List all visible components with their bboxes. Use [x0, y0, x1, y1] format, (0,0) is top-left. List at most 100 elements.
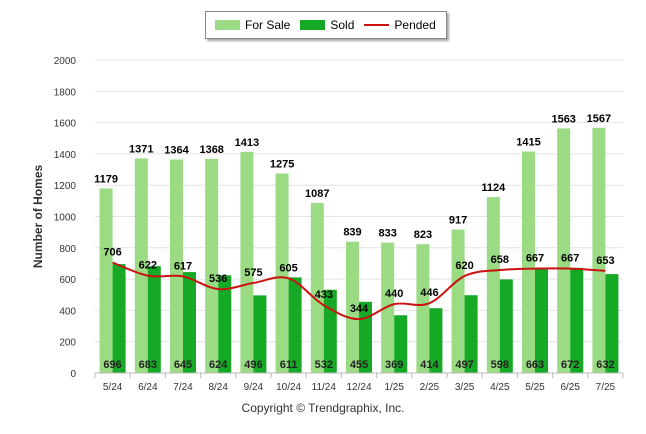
sold-bar[interactable]	[499, 279, 513, 373]
for-sale-bar[interactable]	[134, 158, 148, 373]
y-tick-label: 2000	[54, 56, 77, 67]
label-layer: 1179 696 1371 683 1364 645 1368 624 1413 496 1275 6…	[94, 113, 614, 371]
sold-bar[interactable]	[570, 267, 584, 373]
pended-value-label: 605	[279, 262, 297, 274]
pended-value-label: 620	[455, 260, 473, 272]
for-sale-value-label: 1179	[94, 173, 118, 185]
y-tick-label: 1600	[54, 119, 77, 130]
sold-bar[interactable]	[464, 295, 478, 373]
for-sale-bar[interactable]	[557, 128, 571, 373]
for-sale-value-label: 823	[414, 229, 432, 241]
sold-bar[interactable]	[112, 264, 126, 373]
x-tick-label: 7/24	[173, 382, 193, 393]
for-sale-value-label: 1415	[516, 137, 540, 149]
sold-bar[interactable]	[288, 277, 302, 373]
for-sale-bar[interactable]	[416, 244, 430, 373]
for-sale-bar[interactable]	[522, 151, 535, 373]
for-sale-value-label: 1563	[551, 113, 575, 125]
x-tick-label: 6/24	[138, 382, 158, 393]
for-sale-bar[interactable]	[205, 158, 219, 373]
pended-value-label: 575	[244, 267, 262, 279]
sold-bar[interactable]	[605, 274, 619, 373]
y-tick-label: 800	[59, 244, 76, 255]
for-sale-value-label: 1364	[164, 145, 189, 157]
sold-bar[interactable]	[147, 266, 161, 373]
pended-value-label: 667	[561, 253, 579, 265]
pended-value-label: 433	[315, 289, 333, 301]
pended-value-label: 446	[420, 287, 438, 299]
sold-bar[interactable]	[183, 272, 196, 373]
x-tick-label: 1/25	[384, 382, 404, 393]
pended-value-label: 658	[491, 254, 509, 266]
y-tick-label: 1400	[54, 150, 77, 161]
pended-value-label: 622	[139, 260, 157, 272]
for-sale-bar[interactable]	[346, 241, 359, 373]
x-tick-label: 9/24	[244, 382, 264, 393]
pended-value-label: 617	[174, 260, 192, 272]
sold-bar[interactable]	[535, 269, 548, 373]
for-sale-value-label: 1087	[305, 188, 329, 200]
legend-item-for-sale[interactable]: For Sale	[215, 18, 290, 32]
legend-item-pended[interactable]: Pended	[364, 18, 436, 32]
legend-label-for-sale: For Sale	[245, 18, 291, 32]
for-sale-value-label: 1371	[129, 143, 153, 155]
y-tick-label: 1800	[54, 87, 77, 98]
x-tick-label: 4/25	[490, 382, 510, 393]
for-sale-bar[interactable]	[451, 229, 465, 373]
for-sale-swatch	[215, 20, 240, 30]
legend: For Sale Sold Pended	[205, 11, 447, 39]
copyright-text: Copyright © Trendgraphix, Inc.	[241, 401, 405, 415]
sold-bar[interactable]	[218, 275, 232, 373]
y-tick-label: 0	[70, 369, 76, 380]
legend-label-sold: Sold	[330, 18, 355, 32]
sold-value-label: 672	[561, 359, 579, 371]
sold-value-label: 414	[420, 359, 439, 371]
x-tick-label: 5/24	[103, 382, 123, 393]
y-tick-label: 400	[59, 306, 76, 317]
for-sale-bar[interactable]	[275, 173, 289, 373]
sold-value-label: 598	[491, 359, 509, 371]
legend-label-pended: Pended	[394, 18, 436, 32]
x-tick-label: 10/24	[276, 382, 301, 393]
y-axis-title: Number of Homes	[31, 165, 45, 269]
pended-value-label: 667	[526, 253, 544, 265]
x-tick-label: 8/24	[208, 382, 228, 393]
x-tick-label: 2/25	[420, 382, 440, 393]
for-sale-value-label: 839	[343, 227, 361, 239]
sold-bar[interactable]	[253, 295, 267, 373]
for-sale-bar[interactable]	[592, 127, 606, 374]
x-tick-label: 12/24	[346, 382, 371, 393]
for-sale-value-label: 1275	[270, 158, 294, 170]
sold-value-label: 624	[209, 359, 228, 371]
sold-bar[interactable]	[394, 315, 408, 373]
sold-value-label: 497	[455, 359, 473, 371]
sold-value-label: 455	[350, 359, 368, 371]
for-sale-bar[interactable]	[240, 151, 254, 373]
for-sale-bar[interactable]	[310, 202, 324, 373]
x-tick-label: 3/25	[455, 382, 475, 393]
sold-bar[interactable]	[429, 308, 443, 373]
sold-value-label: 683	[139, 359, 157, 371]
pended-swatch	[364, 24, 390, 26]
legend-item-sold[interactable]: Sold	[300, 18, 354, 32]
sold-value-label: 645	[174, 359, 192, 371]
for-sale-bar[interactable]	[486, 197, 500, 373]
pended-line[interactable]	[112, 261, 606, 321]
for-sale-bar[interactable]	[381, 242, 395, 373]
sold-swatch	[300, 20, 326, 30]
y-tick-label: 1200	[54, 181, 77, 192]
sold-value-label: 496	[244, 359, 262, 371]
for-sale-bar[interactable]	[99, 188, 113, 373]
for-sale-value-label: 1413	[235, 137, 259, 149]
for-sale-value-label: 1124	[481, 182, 506, 194]
pended-value-label: 706	[103, 247, 121, 259]
y-tick-label: 200	[59, 338, 76, 349]
for-sale-bar[interactable]	[170, 159, 183, 373]
for-sale-value-label: 1368	[199, 144, 223, 156]
sold-value-label: 532	[315, 359, 333, 371]
sold-value-label: 663	[526, 359, 544, 371]
x-tick-label: 7/25	[596, 382, 616, 393]
pended-value-label: 653	[596, 255, 614, 267]
y-tick-label: 600	[59, 275, 76, 286]
